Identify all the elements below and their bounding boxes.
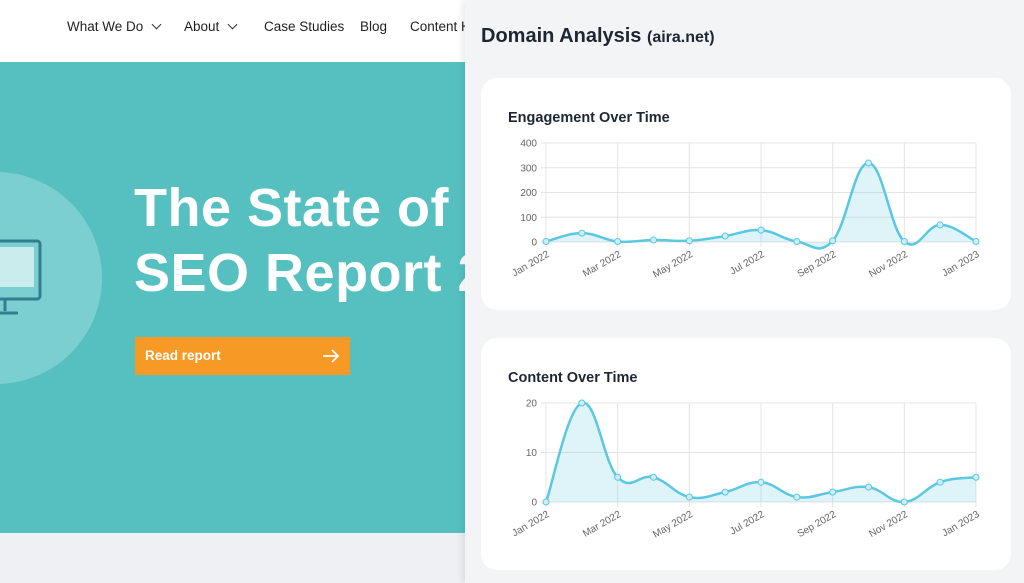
y-tick-label: 100: [520, 213, 537, 224]
point: [900, 238, 908, 246]
panel-domain: (aira.net): [646, 29, 715, 46]
point: [829, 237, 837, 245]
x-tick-label: Nov 2022: [867, 509, 910, 540]
chart-title: Engagement Over Time: [508, 110, 670, 126]
point: [614, 473, 622, 481]
point: [721, 232, 729, 240]
x-tick-label: May 2022: [651, 249, 695, 281]
point: [865, 483, 872, 491]
y-tick-label: 20: [526, 399, 538, 410]
y-tick-label: 10: [526, 448, 538, 459]
point: [542, 498, 550, 506]
chevron: [151, 19, 162, 30]
y-tick-label: 200: [520, 188, 537, 199]
chart: Content Over Time 0 10 20 Jan 2022 Mar 2022 Ma…: [508, 370, 982, 541]
chart-card: Content Over Time 0 10 20 Jan 2022 Mar 2022 Ma…: [481, 338, 1011, 570]
hero-title: The State of: [134, 178, 450, 238]
point: [829, 488, 837, 496]
point: [865, 159, 872, 167]
area: [546, 163, 976, 249]
point: [757, 226, 765, 234]
point: [542, 238, 550, 246]
hero-title: SEO Report 2: [134, 243, 489, 303]
nav-link[interactable]: About: [184, 19, 238, 34]
chevron: [227, 19, 238, 30]
point: [793, 493, 801, 501]
point: [614, 238, 622, 246]
nav-link[interactable]: Blog: [360, 19, 388, 34]
point: [650, 236, 657, 244]
y-tick-label: 0: [531, 238, 537, 249]
button-label: Read report: [145, 348, 221, 363]
point: [721, 488, 729, 496]
point: [972, 238, 980, 246]
x-tick-label: Jul 2022: [728, 249, 767, 278]
point: [972, 473, 980, 481]
x-tick-label: Sep 2022: [796, 509, 839, 540]
y-tick-label: 0: [531, 498, 537, 509]
x-tick-label: Sep 2022: [796, 249, 839, 280]
x-tick-label: Mar 2022: [581, 249, 623, 280]
x-tick-label: Jan 2022: [510, 249, 552, 279]
point: [793, 238, 801, 246]
point: [685, 493, 693, 501]
x-tick-label: Jul 2022: [728, 509, 767, 538]
chart-title: Content Over Time: [508, 370, 637, 386]
nav-link[interactable]: What We Do: [67, 19, 162, 34]
chart-card: Engagement Over Time 0 100 200 300 400 Jan 202…: [481, 78, 1011, 310]
side-panel: Domain Analysis (aira.net) Engagement Ov…: [465, 0, 1024, 583]
y-tick-label: 300: [520, 163, 537, 174]
x-tick-label: Jan 2022: [510, 509, 552, 539]
point: [685, 237, 693, 245]
point: [900, 498, 908, 506]
x-tick-label: Jan 2023: [940, 249, 982, 279]
nav-link[interactable]: Case Studies: [264, 19, 345, 34]
panel-title-text: Domain Analysis: [481, 25, 642, 47]
point: [578, 229, 586, 237]
chart: Engagement Over Time 0 100 200 300 400 Jan 202…: [508, 110, 982, 281]
arrow-icon: [323, 349, 340, 363]
y-tick-label: 400: [520, 139, 537, 150]
point: [936, 478, 944, 486]
x-tick-label: Nov 2022: [867, 249, 910, 280]
nav-label: About: [184, 19, 220, 34]
monitor-icon: [0, 239, 42, 315]
nav-label: What We Do: [67, 19, 144, 34]
nav-link[interactable]: Content H: [410, 19, 471, 34]
x-tick-label: Mar 2022: [581, 509, 623, 540]
x-tick-label: Jan 2023: [940, 509, 982, 539]
area: [546, 402, 976, 503]
point: [757, 478, 765, 486]
panel-title: Domain Analysis (aira.net): [481, 25, 715, 48]
point: [578, 399, 586, 407]
x-tick-label: May 2022: [651, 509, 695, 541]
point: [650, 473, 657, 481]
point: [936, 221, 944, 229]
read-report-button[interactable]: Read report: [135, 337, 350, 375]
